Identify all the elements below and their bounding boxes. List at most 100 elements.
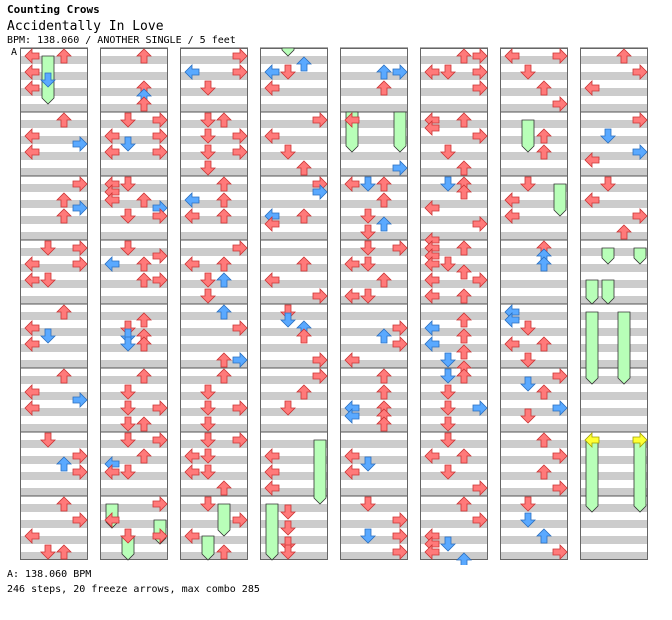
- beat-stripe: [260, 280, 328, 288]
- beat-stripe: [420, 120, 488, 128]
- beat-stripe: [180, 488, 248, 496]
- beat-stripe: [580, 504, 648, 512]
- column-border: [180, 48, 248, 560]
- column-border: [340, 48, 408, 560]
- beat-stripe: [500, 56, 568, 64]
- arrow-left-icon: [184, 256, 200, 272]
- beat-stripe: [500, 408, 568, 416]
- beat-stripe: [20, 344, 88, 352]
- beat-stripe: [580, 232, 648, 240]
- bpm-legend: A: 138.060 BPM: [7, 569, 92, 580]
- beat-stripe: [580, 488, 648, 496]
- beat-stripe: [260, 136, 328, 144]
- arrow-right-icon: [152, 432, 168, 448]
- arrow-down-icon: [200, 432, 216, 448]
- beat-stripe: [580, 120, 648, 128]
- arrow-down-icon: [440, 464, 456, 480]
- column-border: [100, 48, 168, 560]
- arrow-up-icon: [376, 80, 392, 96]
- beat-stripe: [20, 472, 88, 480]
- arrow-right-icon: [472, 400, 488, 416]
- beat-stripe: [20, 152, 88, 160]
- arrow-left-icon: [184, 448, 200, 464]
- arrow-right-icon: [232, 144, 248, 160]
- arrow-up-icon: [136, 48, 152, 64]
- beat-stripe: [340, 72, 408, 80]
- arrow-right-icon: [232, 512, 248, 528]
- beat-stripe: [420, 376, 488, 384]
- beat-stripe: [260, 312, 328, 320]
- beat-stripe: [340, 88, 408, 96]
- arrow-down-icon: [280, 504, 296, 520]
- arrow-up-icon: [456, 496, 472, 512]
- freeze-arrow: [393, 111, 407, 153]
- beat-stripe: [340, 520, 408, 528]
- beat-stripe: [260, 184, 328, 192]
- beat-stripe: [100, 152, 168, 160]
- beat-stripe: [20, 488, 88, 496]
- arrow-right-icon: [232, 64, 248, 80]
- beat-stripe: [100, 472, 168, 480]
- arrow-up-icon: [376, 416, 392, 432]
- arrow-up-icon: [376, 328, 392, 344]
- beat-stripe: [100, 376, 168, 384]
- arrow-up-icon: [216, 176, 232, 192]
- beat-stripe: [500, 200, 568, 208]
- arrow-up-icon: [296, 384, 312, 400]
- beat-stripe: [100, 312, 168, 320]
- arrow-up-icon: [136, 416, 152, 432]
- arrow-down-icon: [200, 80, 216, 96]
- beat-stripe: [580, 472, 648, 480]
- beat-stripe: [180, 392, 248, 400]
- arrow-right-icon: [392, 240, 408, 256]
- arrow-down-icon: [440, 256, 456, 272]
- arrow-down-icon: [200, 160, 216, 176]
- arrow-right-icon: [152, 112, 168, 128]
- arrow-up-icon: [136, 192, 152, 208]
- beat-stripe: [260, 520, 328, 528]
- arrow-left-icon: [184, 192, 200, 208]
- arrow-left-icon: [344, 408, 360, 424]
- arrow-left-icon: [264, 464, 280, 480]
- beat-stripe: [500, 504, 568, 512]
- beat-stripe: [260, 552, 328, 560]
- arrow-left-icon: [24, 128, 40, 144]
- arrow-up-icon: [456, 48, 472, 64]
- arrow-left-icon: [104, 256, 120, 272]
- arrow-up-icon: [296, 208, 312, 224]
- beat-stripe: [340, 328, 408, 336]
- arrow-up-icon: [56, 368, 72, 384]
- arrow-down-icon: [520, 176, 536, 192]
- beat-stripe: [420, 488, 488, 496]
- arrow-up-icon: [456, 448, 472, 464]
- freeze-arrow: [313, 439, 327, 505]
- beat-stripe: [100, 200, 168, 208]
- arrow-right-icon: [392, 512, 408, 528]
- beat-stripe: [260, 56, 328, 64]
- beat-stripe: [420, 264, 488, 272]
- beat-stripe: [500, 552, 568, 560]
- arrow-down-icon: [280, 400, 296, 416]
- arrow-up-icon: [376, 176, 392, 192]
- beat-stripe: [20, 424, 88, 432]
- arrow-down-icon: [360, 456, 376, 472]
- step-chart: [20, 47, 648, 565]
- arrow-right-icon: [72, 256, 88, 272]
- beat-stripe: [20, 440, 88, 448]
- beat-stripe: [500, 296, 568, 304]
- arrow-down-icon: [520, 64, 536, 80]
- arrow-down-icon: [120, 432, 136, 448]
- beat-stripe: [180, 552, 248, 560]
- beat-stripe: [340, 216, 408, 224]
- arrow-down-icon: [120, 320, 136, 336]
- beat-stripe: [100, 280, 168, 288]
- beat-stripe: [580, 168, 648, 176]
- beat-stripe: [340, 200, 408, 208]
- freeze-arrow: [217, 503, 231, 537]
- beat-stripe: [180, 280, 248, 288]
- beat-stripe: [260, 360, 328, 368]
- arrow-up-icon: [216, 368, 232, 384]
- arrow-up-icon: [376, 368, 392, 384]
- beat-stripe: [580, 88, 648, 96]
- arrow-left-icon: [344, 288, 360, 304]
